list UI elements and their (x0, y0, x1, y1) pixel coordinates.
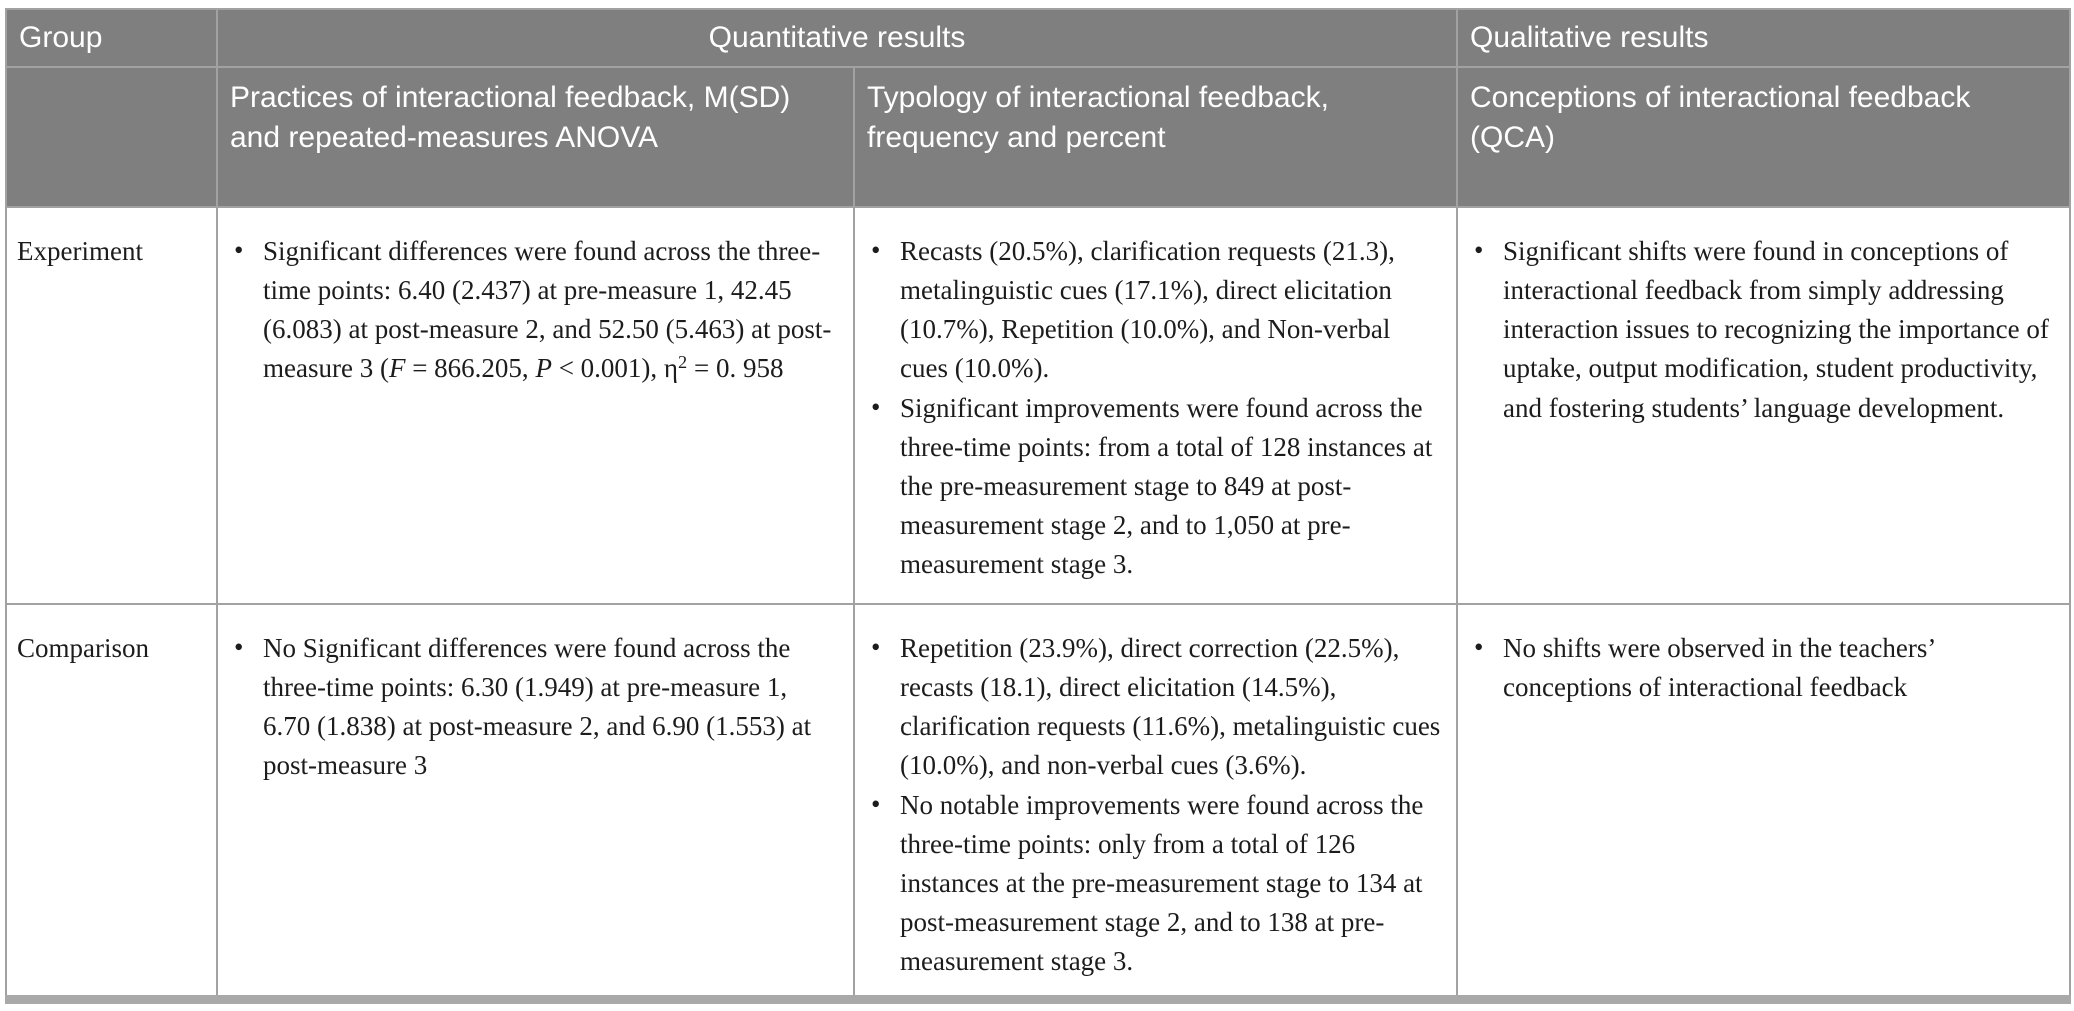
table-row-comparison: Comparison • No Significant differences … (5, 603, 2072, 1001)
bullet-text: Significant improvements were found acro… (900, 392, 1433, 580)
bullet-icon: • (871, 235, 881, 265)
bullet-item: • Significant shifts were found in conce… (1470, 232, 2055, 428)
bullet-item: • Recasts (20.5%), clarification request… (867, 232, 1442, 389)
cell-comparison-practices: • No Significant differences were found … (216, 603, 855, 1001)
bullet-item: • No shifts were observed in the teacher… (1470, 629, 2055, 707)
header-practices: Practices of interactional feedback, M(S… (216, 66, 855, 208)
bullet-item: • Repetition (23.9%), direct correction … (867, 629, 1442, 786)
cell-comparison-conceptions: • No shifts were observed in the teacher… (1456, 603, 2072, 1001)
bullet-icon: • (234, 235, 244, 265)
bullet-icon: • (871, 788, 881, 819)
bullet-item: • Significant improvements were found ac… (867, 389, 1442, 585)
row-label-comparison: Comparison (5, 603, 218, 1001)
bullet-text: No Significant differences were found ac… (263, 633, 812, 781)
bullet-text: No notable improvements were found acros… (900, 789, 1424, 977)
header-row-sub: Practices of interactional feedback, M(S… (5, 66, 2072, 208)
bullet-text: Significant shifts were found in concept… (1503, 236, 2049, 423)
header-row-top: Group Quantitative results Qualitative r… (5, 8, 2072, 68)
header-group: Group (5, 8, 218, 68)
cell-comparison-typology: • Repetition (23.9%), direct correction … (852, 603, 1459, 1001)
cell-experiment-practices: • Significant differences were found acr… (216, 206, 855, 605)
bullet-icon: • (1474, 632, 1484, 662)
header-quantitative-results: Quantitative results (215, 8, 1459, 68)
results-table: Group Quantitative results Qualitative r… (5, 8, 2072, 1005)
bullet-item: • No Significant differences were found … (230, 629, 839, 786)
row-label-experiment: Experiment (5, 206, 218, 605)
bullet-icon: • (871, 391, 881, 422)
header-conceptions: Conceptions of interactional feedback (Q… (1456, 66, 2072, 208)
bullet-icon: • (871, 632, 881, 662)
header-typology: Typology of interactional feedback, freq… (852, 66, 1459, 208)
bullet-text: No shifts were observed in the teachers’… (1503, 633, 1935, 703)
bullet-item: • No notable improvements were found acr… (867, 786, 1442, 982)
bullet-text: Repetition (23.9%), direct correction (2… (900, 633, 1441, 781)
bullet-text: Recasts (20.5%), clarification requests … (900, 236, 1395, 384)
header-group-spacer (5, 66, 218, 208)
cell-experiment-conceptions: • Significant shifts were found in conce… (1456, 206, 2072, 605)
header-qualitative-results: Qualitative results (1456, 8, 2072, 68)
cell-experiment-typology: • Recasts (20.5%), clarification request… (852, 206, 1459, 605)
bullet-icon: • (1474, 235, 1484, 265)
bullet-text: Significant differences were found acros… (263, 236, 832, 384)
bullet-icon: • (234, 632, 244, 662)
bullet-item: • Significant differences were found acr… (230, 232, 839, 389)
table-row-experiment: Experiment • Significant differences wer… (5, 206, 2072, 605)
